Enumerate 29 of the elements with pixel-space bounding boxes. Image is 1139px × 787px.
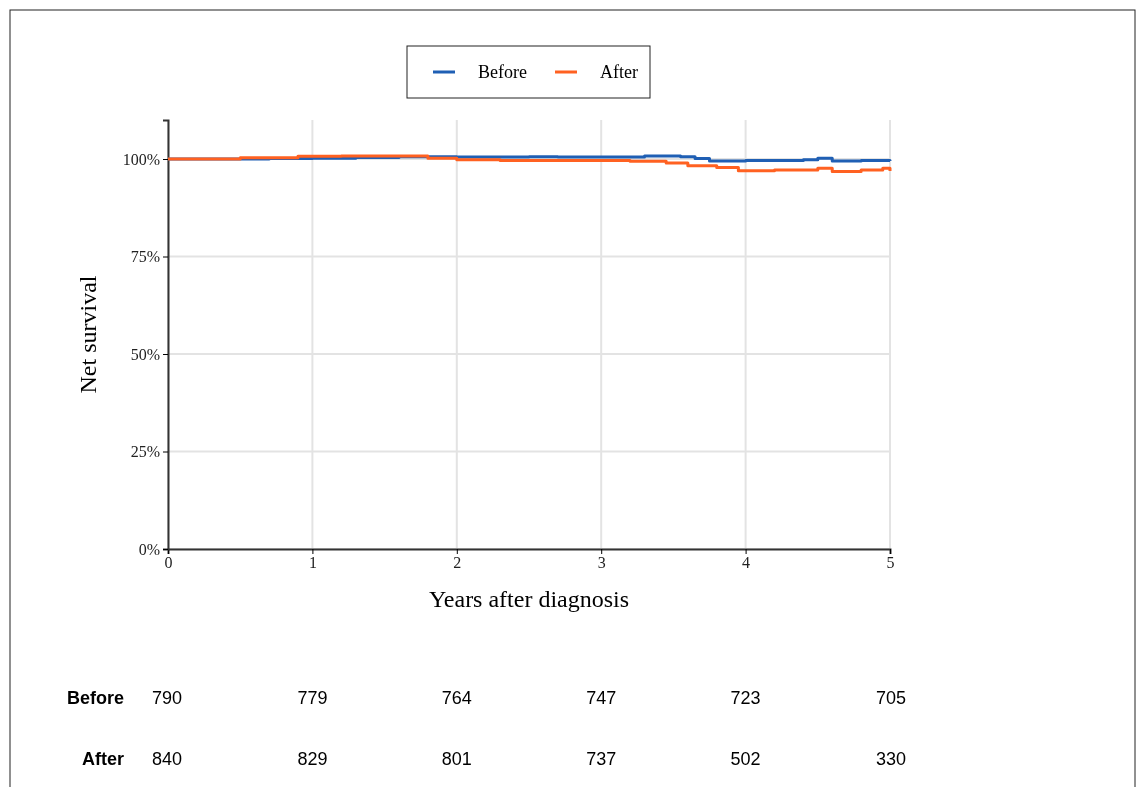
text: 723 [730, 688, 761, 708]
legend-label: After [599, 62, 638, 82]
text: After [81, 749, 124, 769]
text: 779 [297, 688, 328, 708]
x-axis-title: Years after diagnosis [428, 586, 630, 612]
x-tick-label: 0 [164, 554, 173, 572]
x-tick-label: 4 [742, 554, 751, 572]
text: 790 [152, 688, 183, 708]
text: 330 [875, 749, 906, 769]
y-tick-label: 25% [130, 443, 160, 461]
text: 829 [297, 749, 328, 769]
legend-label: Before [478, 62, 527, 82]
y-axis-title: Net survival [75, 275, 101, 394]
text: 747 [586, 688, 617, 708]
text: 502 [730, 749, 761, 769]
text: Before [66, 688, 124, 708]
text: 840 [152, 749, 183, 769]
x-tick-label: 5 [886, 554, 895, 572]
text: 737 [586, 749, 617, 769]
text: 705 [875, 688, 906, 708]
text: 801 [441, 749, 472, 769]
y-tick-label: 75% [130, 248, 160, 266]
y-tick-label: 0% [138, 540, 160, 558]
x-tick-label: 1 [308, 554, 317, 572]
x-tick-label: 2 [453, 554, 462, 572]
y-tick-label: 50% [130, 345, 160, 363]
x-tick-label: 3 [597, 554, 606, 572]
text: 764 [441, 688, 472, 708]
y-tick-label: 100% [122, 150, 160, 168]
